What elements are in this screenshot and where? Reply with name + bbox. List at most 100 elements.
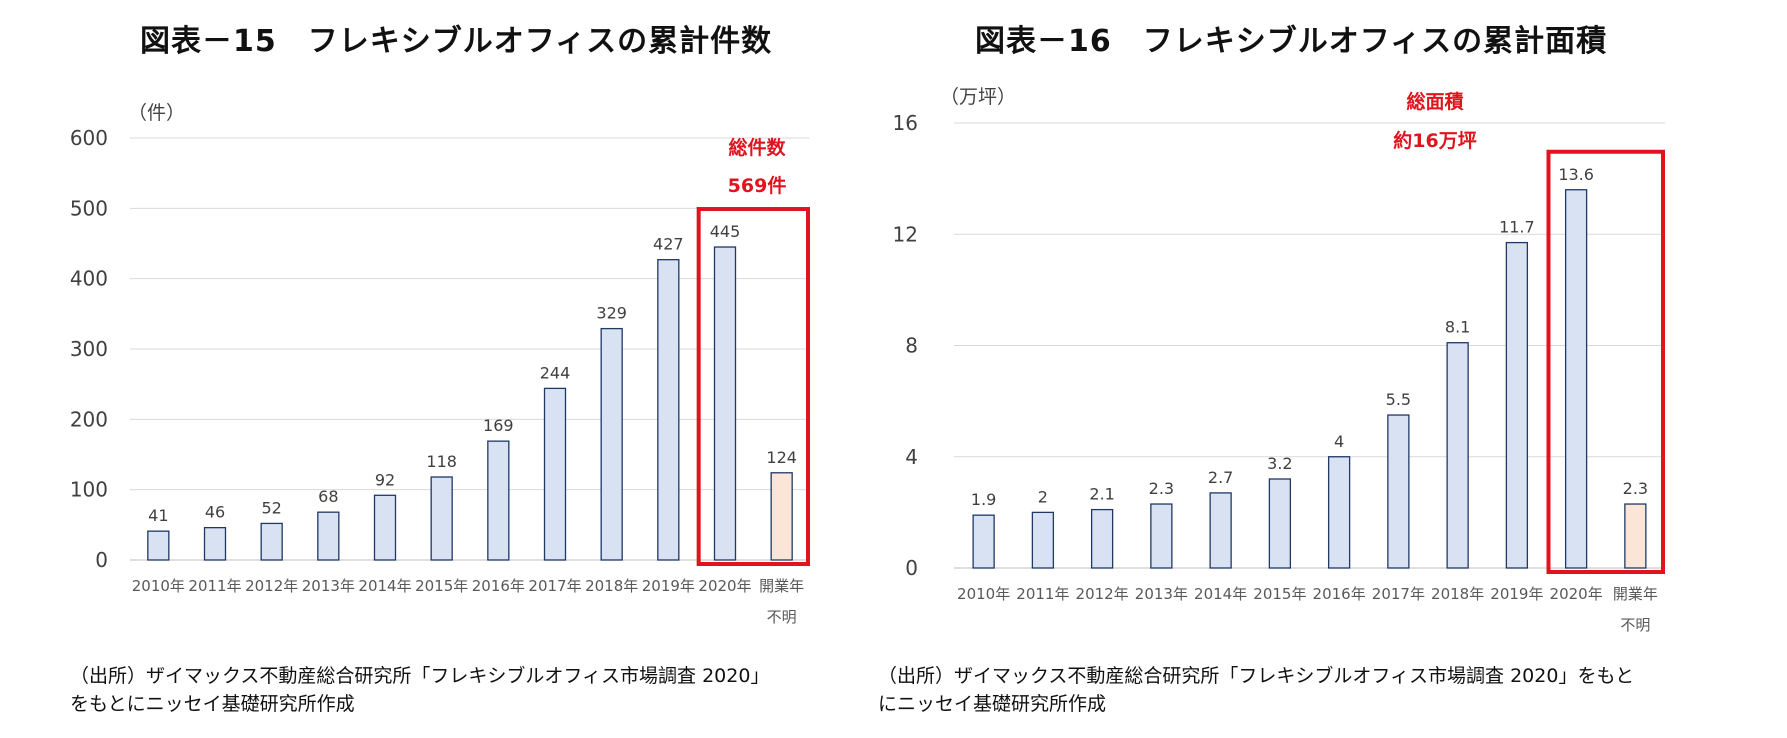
data-label: 11.7 — [1499, 218, 1535, 237]
bar — [1387, 414, 1410, 569]
y-axis-unit-2: （万坪） — [940, 86, 1017, 108]
bar — [430, 476, 453, 561]
x-tick-label: 2020年 — [698, 577, 751, 595]
highlight-note-line1: 総件数 — [728, 136, 786, 159]
x-tick-label: 2015年 — [1253, 585, 1306, 603]
x-tick-label: 2016年 — [1313, 585, 1366, 603]
bar — [1505, 241, 1529, 569]
x-tick-label: 2017年 — [528, 577, 581, 595]
data-label: 13.6 — [1558, 165, 1594, 184]
source-line: （出所）ザイマックス不動産総合研究所「フレキシブルオフィス市場調査 2020」 — [70, 665, 770, 687]
bar — [1624, 503, 1647, 569]
source-line: をもとにニッセイ基礎研究所作成 — [70, 693, 355, 715]
bar — [487, 440, 510, 561]
y-tick-label: 16 — [893, 111, 918, 135]
data-label: 118 — [426, 452, 457, 471]
source-note-1: （出所）ザイマックス不動産総合研究所「フレキシブルオフィス市場調査 2020」 … — [70, 662, 769, 718]
bar — [543, 387, 567, 561]
y-tick-label: 200 — [70, 407, 108, 431]
chart-title-2: 図表－16 フレキシブルオフィスの累計面積 — [975, 24, 1608, 59]
x-tick-label: 2016年 — [472, 577, 525, 595]
bar — [600, 327, 623, 561]
source-line: （出所）ザイマックス不動産総合研究所「フレキシブルオフィス市場調査 2020」を… — [878, 665, 1635, 687]
chart-panel-2: 0 4 8 12 16 1.9 2 2.1 2.3 2.7 3.2 4 5.5 8.1 11.7 13.6 2.… — [860, 0, 1787, 738]
chart-title-1: 図表－15 フレキシブルオフィスの累計件数 — [140, 24, 773, 59]
x-tick-label: 2017年 — [1372, 585, 1425, 603]
y-tick-label: 300 — [70, 337, 108, 361]
bar — [1564, 189, 1588, 569]
bar — [260, 522, 283, 561]
y-tick-label: 600 — [70, 126, 108, 150]
data-label: 2 — [1038, 487, 1048, 506]
bar — [1209, 492, 1232, 569]
bar — [770, 472, 793, 561]
data-label: 2.1 — [1089, 485, 1114, 504]
x-tick-label: 2011年 — [188, 577, 241, 595]
data-label: 2.3 — [1623, 479, 1648, 498]
data-label: 2.7 — [1208, 468, 1233, 487]
data-label: 169 — [483, 416, 514, 435]
bar — [317, 511, 340, 561]
x-tick-label: 2014年 — [1194, 585, 1247, 603]
bar — [657, 259, 680, 561]
highlight-note-line2: 569件 — [728, 174, 787, 197]
bar — [1150, 503, 1173, 569]
x-tick-label: 2014年 — [358, 577, 411, 595]
x-tick-label: 2020年 — [1550, 585, 1603, 603]
data-label: 3.2 — [1267, 454, 1292, 473]
source-line: にニッセイ基礎研究所作成 — [878, 693, 1107, 715]
bar — [713, 246, 737, 561]
data-label: 68 — [318, 487, 338, 506]
x-tick-label: 開業年不明 — [759, 577, 804, 626]
y-tick-label: 12 — [893, 222, 918, 246]
data-label: 124 — [766, 448, 797, 467]
x-tick-label: 2013年 — [1135, 585, 1188, 603]
chart-panel-1: 0 100 200 300 400 500 600 41 46 52 68 92 118 169 244 32… — [0, 0, 860, 738]
highlight-box — [1546, 149, 1665, 574]
x-tick-label: 2011年 — [1016, 585, 1069, 603]
y-tick-label: 0 — [95, 548, 108, 572]
data-label: 2.3 — [1149, 479, 1174, 498]
data-label: 329 — [596, 304, 627, 323]
y-tick-label: 4 — [905, 445, 918, 469]
data-label: 4 — [1334, 432, 1344, 451]
bar — [1031, 511, 1055, 569]
data-label: 41 — [148, 506, 168, 525]
bar — [147, 530, 170, 561]
y-axis-unit-1: （件） — [128, 102, 186, 124]
x-tick-label: 2018年 — [585, 577, 638, 595]
x-tick-label: 2019年 — [1490, 585, 1543, 603]
y-tick-label: 100 — [70, 478, 108, 502]
data-label: 46 — [205, 503, 225, 522]
bar — [1446, 342, 1469, 569]
data-label: 8.1 — [1445, 318, 1470, 337]
data-label: 5.5 — [1386, 390, 1411, 409]
bar — [1268, 478, 1292, 569]
data-label: 445 — [710, 222, 741, 241]
x-tick-label: 2015年 — [415, 577, 468, 595]
x-tick-label: 2012年 — [245, 577, 298, 595]
highlight-note-line1: 総面積 — [1406, 90, 1463, 113]
bar — [972, 514, 995, 569]
x-tick-label: 2012年 — [1076, 585, 1129, 603]
y-tick-label: 400 — [70, 267, 108, 291]
y-tick-label: 0 — [905, 556, 918, 580]
x-tick-label: 2018年 — [1431, 585, 1484, 603]
highlight-box — [696, 207, 811, 566]
x-tick-label: 2019年 — [642, 577, 695, 595]
y-tick-label: 500 — [70, 196, 108, 220]
x-tick-label: 2010年 — [957, 585, 1010, 603]
data-label: 244 — [540, 363, 571, 382]
data-label: 52 — [261, 498, 281, 517]
highlight-note-line2: 約16万坪 — [1393, 129, 1476, 152]
x-tick-label: 2013年 — [302, 577, 355, 595]
bar — [203, 526, 227, 561]
data-label: 92 — [375, 470, 395, 489]
data-label: 427 — [653, 235, 684, 254]
source-note-2: （出所）ザイマックス不動産総合研究所「フレキシブルオフィス市場調査 2020」を… — [878, 662, 1634, 718]
x-tick-label: 開業年不明 — [1613, 585, 1658, 634]
x-tick-label: 2010年 — [132, 577, 185, 595]
bar — [373, 494, 397, 561]
bar — [1090, 508, 1114, 569]
bar — [1327, 456, 1351, 569]
